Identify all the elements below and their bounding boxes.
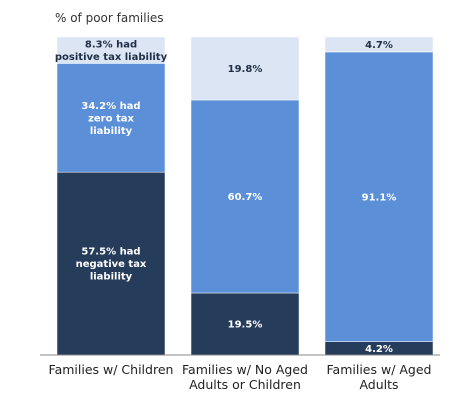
data-label-positive-3: 4.7%: [365, 40, 393, 51]
bar-segment-positive-2: [190, 36, 300, 101]
y-axis-label: % of poor families: [55, 11, 164, 25]
bars-group: 57.5% had negative tax liability 34.2% had z…: [55, 36, 434, 356]
data-label-negative-2: 19.5%: [228, 319, 263, 330]
data-label-negative-1: 57.5% had negative tax liability: [76, 247, 147, 283]
bar-segment-zero-1: [56, 63, 166, 173]
category-label-1: Families w/ Children: [49, 362, 174, 377]
category-labels: Families w/ Children Families w/ No Aged A…: [49, 362, 432, 392]
data-label-zero-3: 91.1%: [362, 192, 397, 203]
bar-segment-zero-2: [190, 99, 300, 294]
data-label-negative-3: 4.2%: [365, 344, 393, 355]
category-label-2: Families w/ No Aged Adults or Children: [182, 362, 308, 392]
bar-segment-negative-1: [56, 171, 166, 356]
data-label-zero-1: 34.2% had zero tax liability: [81, 101, 140, 137]
category-label-3: Families w/ Aged Adults: [327, 362, 432, 392]
data-label-positive-2: 19.8%: [228, 64, 263, 75]
bar-segment-positive-1: [56, 36, 166, 64]
bar-segment-zero-3: [324, 51, 434, 342]
data-label-positive-1: 8.3% had positive tax liability: [55, 39, 168, 63]
bar-segment-positive-3: [324, 36, 434, 53]
bar-segment-negative-2: [190, 292, 300, 356]
data-label-zero-2: 60.7%: [228, 192, 263, 203]
